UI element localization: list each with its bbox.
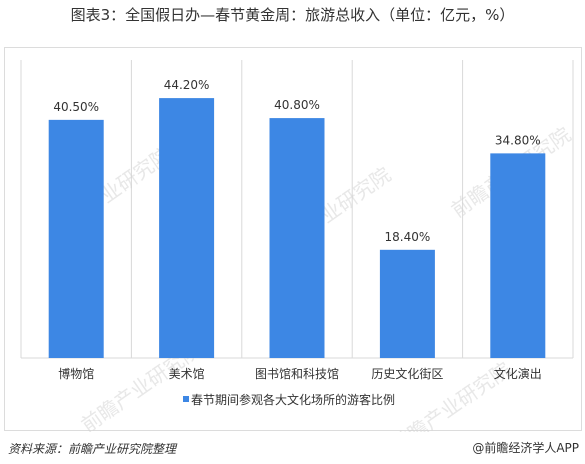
x-tick-label-1: 博物馆 — [58, 366, 94, 381]
bar-1 — [48, 119, 104, 358]
data-labels: 40.50% 44.20% 40.80% 18.40% 34.80% — [53, 78, 540, 244]
data-label-4: 18.40% — [385, 230, 431, 244]
x-tick-labels: 博物馆 美术馆 图书馆和科技馆 历史文化街区 文化演出 — [58, 366, 542, 381]
bar-chart: 前瞻产业研究院前瞻产业研究院前瞻产业研究院前瞻产业研究院前瞻产业研究院 40.5… — [20, 60, 575, 432]
bar-2 — [159, 98, 215, 358]
data-label-2: 44.20% — [164, 78, 210, 92]
legend-swatch — [183, 396, 189, 402]
x-tick-label-2: 美术馆 — [169, 366, 205, 381]
bars — [48, 98, 546, 358]
data-label-1: 40.50% — [53, 100, 99, 114]
x-tick-label-5: 文化演出 — [494, 366, 542, 381]
data-label-3: 40.80% — [274, 98, 320, 112]
x-tick-label-3: 图书馆和科技馆 — [255, 366, 339, 381]
source-note: 资料来源：前瞻产业研究院整理 — [8, 442, 177, 456]
bar-4 — [379, 249, 435, 358]
legend-label: 春节期间参观各大文化场所的游客比例 — [191, 392, 395, 407]
legend: 春节期间参观各大文化场所的游客比例 — [183, 392, 395, 407]
x-tick-label-4: 历史文化街区 — [371, 366, 443, 381]
brand-credit: @前瞻经济学人APP — [472, 441, 579, 455]
chart-area: 前瞻产业研究院前瞻产业研究院前瞻产业研究院前瞻产业研究院前瞻产业研究院 40.5… — [4, 47, 582, 432]
bar-3 — [269, 118, 325, 358]
chart-title: 图表3：全国假日办—春节黄金周：旅游总收入（单位：亿元，%） — [70, 6, 515, 24]
data-label-5: 34.80% — [495, 133, 541, 147]
bar-5 — [490, 153, 546, 358]
